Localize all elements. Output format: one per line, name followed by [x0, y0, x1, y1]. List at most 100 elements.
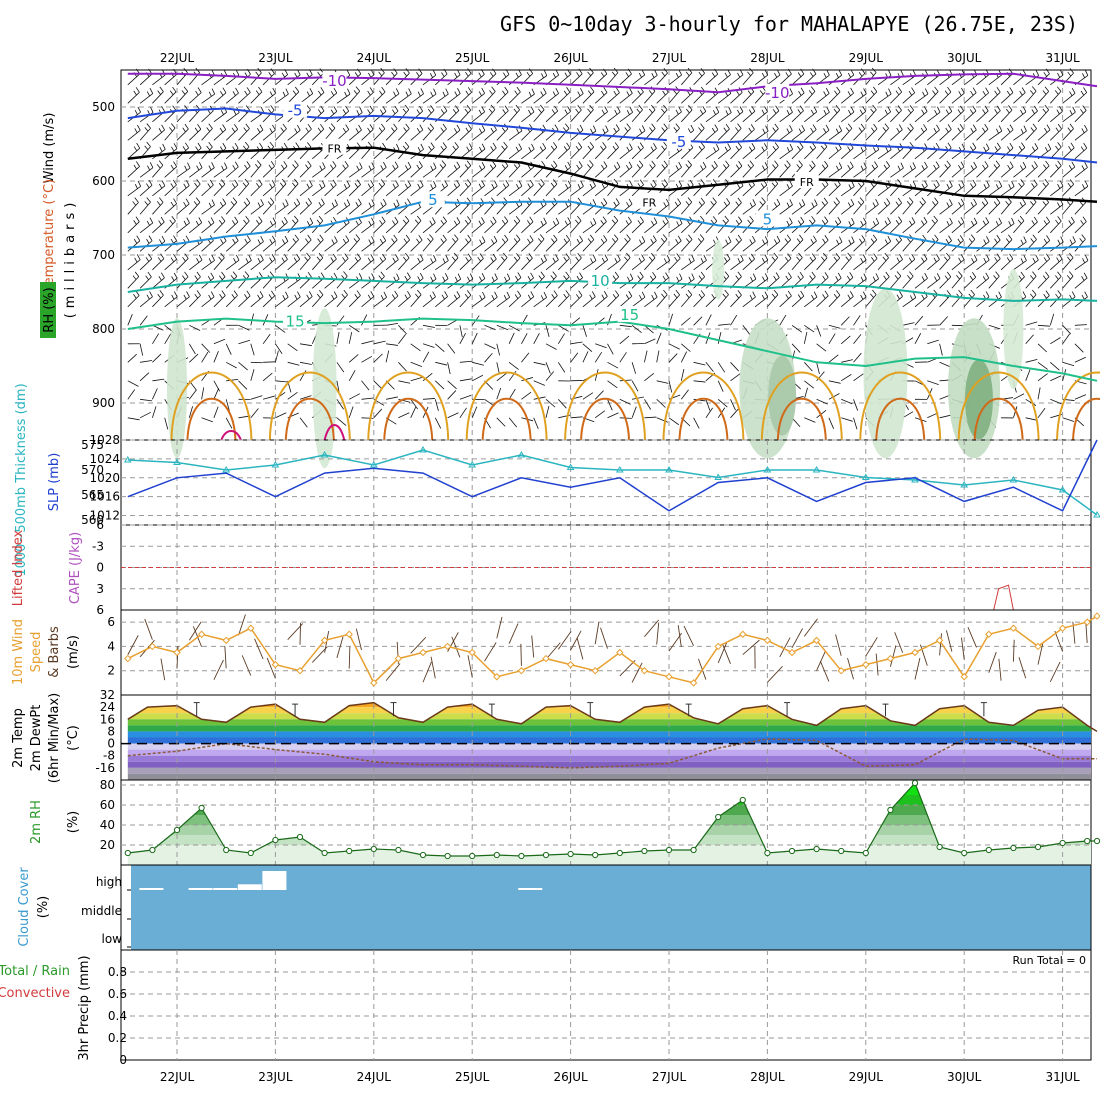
- wind-barb-flag: [550, 164, 555, 169]
- wind-barb: [521, 111, 535, 123]
- wind-barb-flag: [735, 293, 740, 299]
- wind-barb-flag: [294, 86, 300, 93]
- wind-barb-flag: [738, 160, 743, 167]
- wind-barb: [717, 112, 732, 123]
- wind-barb-flag: [501, 256, 505, 261]
- wind-barb: [853, 315, 861, 326]
- wind-barb: [275, 183, 287, 197]
- wind-barb-flag: [415, 293, 419, 298]
- wind-barb-flag: [785, 72, 789, 77]
- wind-barb: [594, 296, 608, 308]
- wind-barb-flag: [245, 216, 250, 222]
- hot-contour: [481, 397, 532, 441]
- wind-barb: [717, 398, 728, 408]
- wind-barb: [435, 380, 445, 390]
- wind-barb-flag: [723, 127, 727, 133]
- wind-barb-flag: [765, 125, 769, 132]
- wind-barb: [1074, 324, 1087, 326]
- rh-marker: [641, 847, 648, 855]
- wind-barb: [385, 185, 399, 197]
- wind-barb-flag: [565, 290, 570, 296]
- wind-barb-flag: [985, 291, 990, 298]
- wind-barb: [816, 371, 825, 382]
- wind-barb: [644, 373, 655, 382]
- wind-barb-flag: [652, 235, 657, 241]
- wind-barb-flag: [801, 124, 805, 131]
- wind-barb: [730, 373, 741, 382]
- wind-barb-flag: [846, 275, 851, 281]
- wind-barb-flag: [563, 146, 568, 151]
- wind-barb-flag: [332, 253, 337, 260]
- wind-barb: [241, 655, 252, 676]
- wind-barb-flag: [870, 182, 875, 188]
- thickness-tick-label: 565: [81, 488, 104, 502]
- wind-barb-flag: [259, 291, 264, 297]
- wind-barb: [619, 324, 632, 328]
- wind-barb: [521, 391, 532, 400]
- wind-barb: [902, 411, 914, 419]
- wind-barb: [348, 167, 363, 178]
- rh-band: [127, 795, 1091, 805]
- thickness-marker: [714, 473, 723, 480]
- wind-barb-flag: [1007, 146, 1011, 152]
- wind-barb-flag: [479, 276, 483, 282]
- wind-barb-flag: [590, 86, 595, 93]
- wind-barb-flag: [698, 293, 703, 299]
- wind-barb-flag: [501, 145, 506, 151]
- wind-barb-flag: [504, 86, 509, 93]
- wind-barb: [816, 277, 829, 289]
- thickness-marker: [911, 476, 919, 483]
- wind-barb: [250, 204, 264, 215]
- wind-barb-flag: [661, 293, 665, 299]
- wind-barb: [828, 91, 841, 104]
- wind-barb: [828, 417, 835, 429]
- wind-barb-flag: [1069, 91, 1073, 96]
- wind-barb-flag: [136, 235, 141, 241]
- wind-barb-flag: [305, 164, 309, 169]
- wind-barb-flag: [184, 123, 189, 130]
- wind-barb-flag: [727, 69, 731, 75]
- wind-barb: [447, 185, 460, 197]
- wind-barb-flag: [257, 127, 261, 133]
- wind-barb-flag: [417, 183, 421, 189]
- wind-barb: [1013, 111, 1027, 123]
- wind-barb: [1074, 202, 1087, 215]
- wind-barb: [484, 642, 497, 662]
- wind-barb-flag: [518, 180, 523, 187]
- wind-barb: [484, 147, 497, 160]
- wind-barb-flag: [970, 234, 976, 240]
- wind-barb: [484, 91, 496, 104]
- wind-barb-flag: [185, 235, 190, 242]
- wind-barb-flag: [699, 234, 705, 240]
- wind-barb: [164, 220, 176, 234]
- wind-barb-flag: [1034, 143, 1039, 149]
- wind-barb-flag: [234, 161, 239, 168]
- wind-barb-flag: [383, 291, 388, 298]
- wind-barb-flag: [884, 239, 888, 245]
- wind-barb-flag: [394, 216, 399, 223]
- lifted-index-panel: 630-36 Lifted Index CAPE (J/kg): [11, 518, 1092, 617]
- wind-barb-flag: [739, 69, 744, 76]
- wind-barb: [1000, 109, 1013, 123]
- wind-barb-flag: [171, 216, 176, 222]
- wind-barb-flag: [764, 162, 769, 168]
- wind-barb-flag: [673, 90, 678, 95]
- wind-barb-flag: [628, 290, 633, 297]
- wind-barb: [594, 203, 608, 215]
- wind-barb-flag: [909, 142, 914, 148]
- wind-barb-flag: [947, 142, 952, 149]
- wind-barb-flag: [936, 124, 940, 131]
- wind-barb-flag: [772, 164, 776, 169]
- wind-barb-flag: [309, 217, 314, 224]
- wind-barb: [348, 147, 361, 160]
- wind-barb-flag: [564, 109, 568, 115]
- wind-barb: [1050, 398, 1062, 405]
- wind-barb: [189, 259, 203, 271]
- wind-barb-flag: [550, 182, 555, 188]
- wind-barb: [127, 186, 141, 197]
- wind-barb: [656, 221, 669, 234]
- wind-barb-flag: [628, 198, 633, 205]
- wind-barb-flag: [872, 202, 876, 208]
- rh-color-bands: [127, 783, 1091, 865]
- wind-barb-flag: [567, 69, 571, 75]
